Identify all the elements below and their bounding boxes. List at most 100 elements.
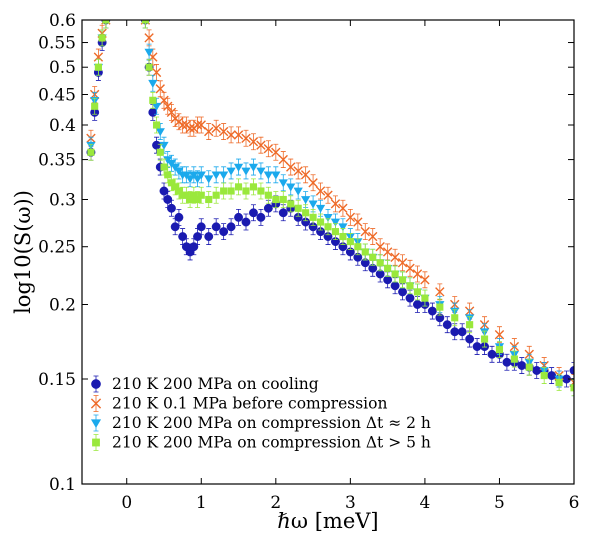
data-point bbox=[286, 162, 296, 172]
data-point bbox=[525, 363, 533, 371]
data-point bbox=[241, 217, 251, 227]
data-point bbox=[406, 282, 414, 290]
legend-item-3: 210 K 200 MPa on compression Δt ≈ 2 h bbox=[90, 414, 431, 432]
data-point bbox=[540, 371, 548, 380]
y-tick-label: 0.25 bbox=[38, 238, 76, 258]
data-point bbox=[156, 148, 164, 156]
data-point bbox=[324, 223, 332, 231]
data-point bbox=[263, 171, 273, 180]
data-point bbox=[163, 195, 173, 204]
y-tick-label: 0.1 bbox=[49, 475, 76, 495]
data-point bbox=[159, 95, 169, 106]
data-point bbox=[234, 183, 243, 191]
data-point bbox=[152, 121, 161, 129]
data-point bbox=[346, 238, 354, 246]
data-point bbox=[451, 314, 459, 322]
data-point bbox=[189, 242, 199, 252]
data-point bbox=[234, 212, 243, 222]
data-point bbox=[197, 191, 205, 199]
data-point bbox=[397, 258, 408, 268]
data-point bbox=[308, 200, 318, 209]
data-point bbox=[145, 63, 153, 71]
data-point bbox=[204, 175, 214, 184]
data-point bbox=[353, 217, 363, 227]
x-axis-label: ℏω [meV] bbox=[277, 509, 378, 533]
data-point bbox=[547, 371, 557, 381]
legend-item-1: 210 K 200 MPa on cooling bbox=[91, 375, 319, 393]
data-point bbox=[226, 167, 236, 176]
data-point bbox=[368, 231, 378, 242]
data-point bbox=[226, 130, 236, 140]
data-point bbox=[91, 102, 99, 110]
legend-label: 210 K 200 MPa on compression Δt ≈ 2 h bbox=[112, 414, 431, 432]
error-bar bbox=[142, 20, 148, 29]
data-point bbox=[167, 179, 176, 187]
data-point bbox=[256, 212, 266, 222]
data-point bbox=[271, 171, 281, 180]
data-point bbox=[435, 287, 445, 297]
data-point bbox=[495, 346, 504, 354]
data-point bbox=[398, 276, 407, 284]
plot-area bbox=[86, 20, 574, 397]
data-point bbox=[427, 306, 437, 316]
data-point bbox=[241, 133, 251, 143]
data-point bbox=[190, 191, 198, 199]
data-point bbox=[159, 186, 169, 196]
y-tick-label: 0.15 bbox=[38, 370, 76, 390]
data-point bbox=[211, 123, 221, 133]
data-point bbox=[102, 20, 110, 24]
data-point bbox=[466, 321, 474, 329]
data-point bbox=[308, 178, 318, 188]
data-point bbox=[186, 195, 194, 204]
data-point bbox=[166, 107, 177, 118]
data-point bbox=[256, 167, 266, 176]
y-tick-label: 0.45 bbox=[38, 85, 76, 105]
y-tick-label: 0.2 bbox=[49, 296, 76, 316]
data-point bbox=[220, 187, 228, 195]
legend-label: 210 K 200 MPa on compression Δt > 5 h bbox=[112, 434, 431, 452]
legend-label: 210 K 0.1 MPa before compression bbox=[112, 395, 387, 413]
y-tick-label: 0.35 bbox=[38, 151, 76, 171]
data-point bbox=[196, 120, 206, 130]
data-point bbox=[226, 222, 236, 232]
data-point bbox=[345, 212, 356, 223]
data-point bbox=[361, 248, 369, 256]
data-point bbox=[278, 154, 288, 165]
legend: 210 K 200 MPa on cooling 210 K 0.1 MPa be… bbox=[90, 375, 431, 452]
data-point bbox=[171, 183, 179, 191]
data-point bbox=[241, 167, 251, 176]
data-point bbox=[94, 63, 102, 71]
data-point bbox=[242, 187, 250, 195]
x-tick-label: 6 bbox=[569, 493, 580, 513]
data-point bbox=[301, 196, 311, 205]
data-point bbox=[205, 195, 213, 204]
y-tick-label: 0.5 bbox=[49, 58, 76, 78]
data-point bbox=[178, 232, 188, 242]
data-point bbox=[405, 263, 415, 274]
data-point bbox=[196, 222, 206, 232]
data-point bbox=[144, 33, 154, 43]
data-point bbox=[249, 183, 258, 191]
data-point bbox=[204, 126, 214, 137]
data-point bbox=[287, 200, 295, 208]
x-tick-label: 0 bbox=[121, 493, 132, 513]
data-point bbox=[211, 171, 221, 180]
data-point bbox=[263, 203, 273, 213]
axes: 0 1 2 3 4 5 6 0.1 0.15 0.2 0.25 0.3 0.35 0.4 0.45 0.5 0.… bbox=[38, 11, 579, 513]
data-point bbox=[278, 208, 288, 218]
data-point bbox=[293, 187, 303, 196]
data-point bbox=[185, 123, 195, 133]
data-point bbox=[517, 361, 527, 370]
data-point bbox=[300, 170, 311, 180]
data-point bbox=[164, 171, 172, 179]
data-point bbox=[376, 259, 384, 267]
data-point bbox=[212, 191, 220, 199]
error-bar bbox=[103, 20, 109, 29]
data-point bbox=[331, 228, 340, 236]
data-point bbox=[248, 137, 259, 147]
data-point bbox=[159, 141, 169, 150]
data-point bbox=[510, 355, 518, 363]
data-point bbox=[192, 120, 203, 130]
data-point bbox=[487, 349, 497, 359]
